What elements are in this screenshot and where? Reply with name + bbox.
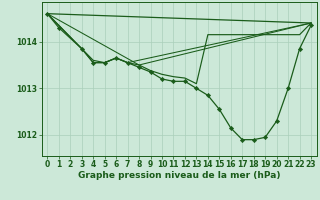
X-axis label: Graphe pression niveau de la mer (hPa): Graphe pression niveau de la mer (hPa) (78, 171, 280, 180)
